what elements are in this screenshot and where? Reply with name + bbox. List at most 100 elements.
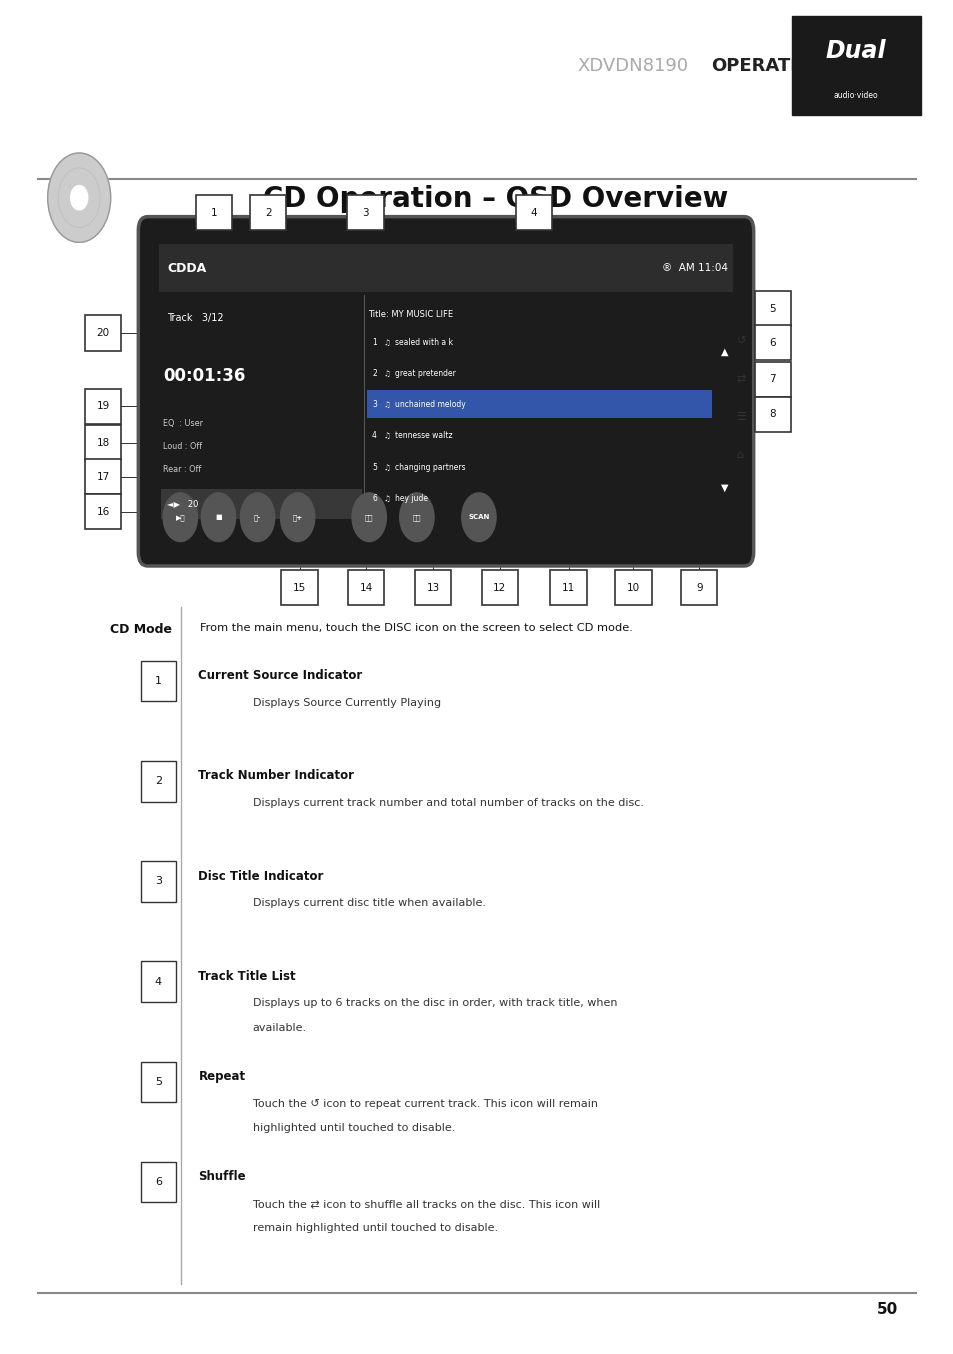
FancyBboxPatch shape xyxy=(754,362,790,397)
FancyBboxPatch shape xyxy=(754,325,790,360)
FancyBboxPatch shape xyxy=(680,570,717,605)
Text: ⇄: ⇄ xyxy=(736,374,745,385)
Text: 50: 50 xyxy=(876,1301,897,1317)
Text: ▼: ▼ xyxy=(720,482,728,493)
Text: 3: 3 xyxy=(362,207,368,218)
Text: EQ  : User: EQ : User xyxy=(163,420,203,428)
FancyBboxPatch shape xyxy=(138,217,753,566)
FancyBboxPatch shape xyxy=(367,390,711,418)
Text: ■: ■ xyxy=(215,515,221,520)
Text: 00:01:36: 00:01:36 xyxy=(163,367,245,386)
Text: 4: 4 xyxy=(154,976,162,987)
Circle shape xyxy=(280,493,314,542)
FancyBboxPatch shape xyxy=(281,570,317,605)
Text: 5: 5 xyxy=(154,1076,162,1087)
Text: CD Mode: CD Mode xyxy=(110,623,172,636)
Text: Title: MY MUSIC LIFE: Title: MY MUSIC LIFE xyxy=(368,310,453,318)
FancyBboxPatch shape xyxy=(141,861,175,902)
Text: 12: 12 xyxy=(493,582,506,593)
Text: available.: available. xyxy=(253,1022,307,1033)
Text: Touch the ⇄ icon to shuffle all tracks on the disc. This icon will: Touch the ⇄ icon to shuffle all tracks o… xyxy=(253,1198,599,1209)
Text: 2: 2 xyxy=(372,370,376,378)
Text: Current Source Indicator: Current Source Indicator xyxy=(198,669,362,682)
Text: ▶⏸: ▶⏸ xyxy=(175,515,185,520)
Circle shape xyxy=(352,493,386,542)
Text: Dual: Dual xyxy=(825,39,885,62)
Text: tennesse waltz: tennesse waltz xyxy=(395,432,452,440)
FancyBboxPatch shape xyxy=(141,761,175,802)
FancyBboxPatch shape xyxy=(481,570,517,605)
Text: audio·video: audio·video xyxy=(833,91,878,100)
Text: 17: 17 xyxy=(96,471,110,482)
Circle shape xyxy=(201,493,235,542)
Text: 6: 6 xyxy=(154,1177,162,1187)
Text: Disc Title Indicator: Disc Title Indicator xyxy=(198,869,323,883)
FancyBboxPatch shape xyxy=(141,661,175,701)
FancyBboxPatch shape xyxy=(141,1162,175,1202)
Text: 13: 13 xyxy=(426,582,439,593)
Text: 16: 16 xyxy=(96,506,110,517)
Circle shape xyxy=(399,493,434,542)
Text: 9: 9 xyxy=(696,582,701,593)
Text: 11: 11 xyxy=(561,582,575,593)
Text: From the main menu, touch the DISC icon on the screen to select CD mode.: From the main menu, touch the DISC icon … xyxy=(200,623,633,632)
Text: 20: 20 xyxy=(96,328,110,338)
Text: Displays current disc title when available.: Displays current disc title when availab… xyxy=(253,898,485,909)
Text: 4: 4 xyxy=(372,432,376,440)
Text: highlighted until touched to disable.: highlighted until touched to disable. xyxy=(253,1122,455,1133)
Text: Displays Source Currently Playing: Displays Source Currently Playing xyxy=(253,697,440,708)
Text: ⌂: ⌂ xyxy=(736,450,742,460)
Text: Displays up to 6 tracks on the disc in order, with track title, when: Displays up to 6 tracks on the disc in o… xyxy=(253,998,617,1009)
Text: 1: 1 xyxy=(154,676,162,686)
Text: unchained melody: unchained melody xyxy=(395,401,465,409)
Text: 2: 2 xyxy=(265,207,271,218)
Text: 19: 19 xyxy=(96,401,110,412)
Text: Touch the ↺ icon to repeat current track. This icon will remain: Touch the ↺ icon to repeat current track… xyxy=(253,1098,598,1109)
FancyBboxPatch shape xyxy=(754,291,790,326)
FancyBboxPatch shape xyxy=(791,16,920,115)
Circle shape xyxy=(48,153,111,242)
Circle shape xyxy=(71,185,88,210)
Text: 10: 10 xyxy=(626,582,639,593)
Text: ♫: ♫ xyxy=(383,432,390,440)
Text: 3: 3 xyxy=(154,876,162,887)
Text: Displays current track number and total number of tracks on the disc.: Displays current track number and total … xyxy=(253,798,643,808)
Text: Shuffle: Shuffle xyxy=(198,1170,246,1183)
FancyBboxPatch shape xyxy=(415,570,451,605)
FancyBboxPatch shape xyxy=(85,425,121,460)
Text: 4: 4 xyxy=(531,207,537,218)
Circle shape xyxy=(461,493,496,542)
Text: Rear : Off: Rear : Off xyxy=(163,466,201,474)
Text: XDVDN8190: XDVDN8190 xyxy=(577,57,687,76)
Text: sealed with a k: sealed with a k xyxy=(395,338,453,347)
FancyBboxPatch shape xyxy=(85,315,121,351)
Text: 15: 15 xyxy=(293,582,306,593)
Text: ♫: ♫ xyxy=(383,463,390,471)
FancyBboxPatch shape xyxy=(615,570,651,605)
Text: ↺: ↺ xyxy=(736,336,745,347)
FancyBboxPatch shape xyxy=(250,195,286,230)
Text: ⏪+: ⏪+ xyxy=(293,515,302,520)
FancyBboxPatch shape xyxy=(516,195,552,230)
Text: ⏪⏪: ⏪⏪ xyxy=(365,515,373,520)
Text: 5: 5 xyxy=(769,303,775,314)
FancyBboxPatch shape xyxy=(347,195,383,230)
FancyBboxPatch shape xyxy=(195,195,232,230)
Text: 8: 8 xyxy=(769,409,775,420)
FancyBboxPatch shape xyxy=(141,961,175,1002)
Text: great pretender: great pretender xyxy=(395,370,456,378)
Text: 1: 1 xyxy=(372,338,376,347)
Text: Track   3/12: Track 3/12 xyxy=(167,313,223,324)
Text: ⏩⏩: ⏩⏩ xyxy=(413,515,420,520)
Text: CD Operation – OSD Overview: CD Operation – OSD Overview xyxy=(263,185,728,213)
Text: ◄▶   20: ◄▶ 20 xyxy=(167,500,198,508)
Text: 6: 6 xyxy=(769,337,775,348)
Text: 14: 14 xyxy=(359,582,373,593)
FancyBboxPatch shape xyxy=(159,244,732,292)
Text: 3: 3 xyxy=(372,401,376,409)
Text: changing partners: changing partners xyxy=(395,463,465,471)
FancyBboxPatch shape xyxy=(161,489,361,519)
Text: Track Title List: Track Title List xyxy=(198,969,295,983)
FancyBboxPatch shape xyxy=(85,389,121,424)
FancyBboxPatch shape xyxy=(348,570,384,605)
